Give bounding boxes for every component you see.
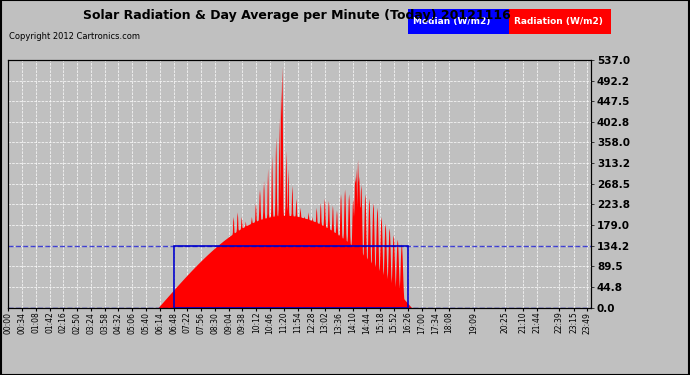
Text: Solar Radiation & Day Average per Minute (Today) 20121116: Solar Radiation & Day Average per Minute… (83, 9, 511, 22)
Text: Radiation (W/m2): Radiation (W/m2) (513, 17, 602, 26)
Text: Copyright 2012 Cartronics.com: Copyright 2012 Cartronics.com (9, 32, 140, 41)
Text: Median (W/m2): Median (W/m2) (413, 17, 491, 26)
Bar (174, 246, 408, 308)
